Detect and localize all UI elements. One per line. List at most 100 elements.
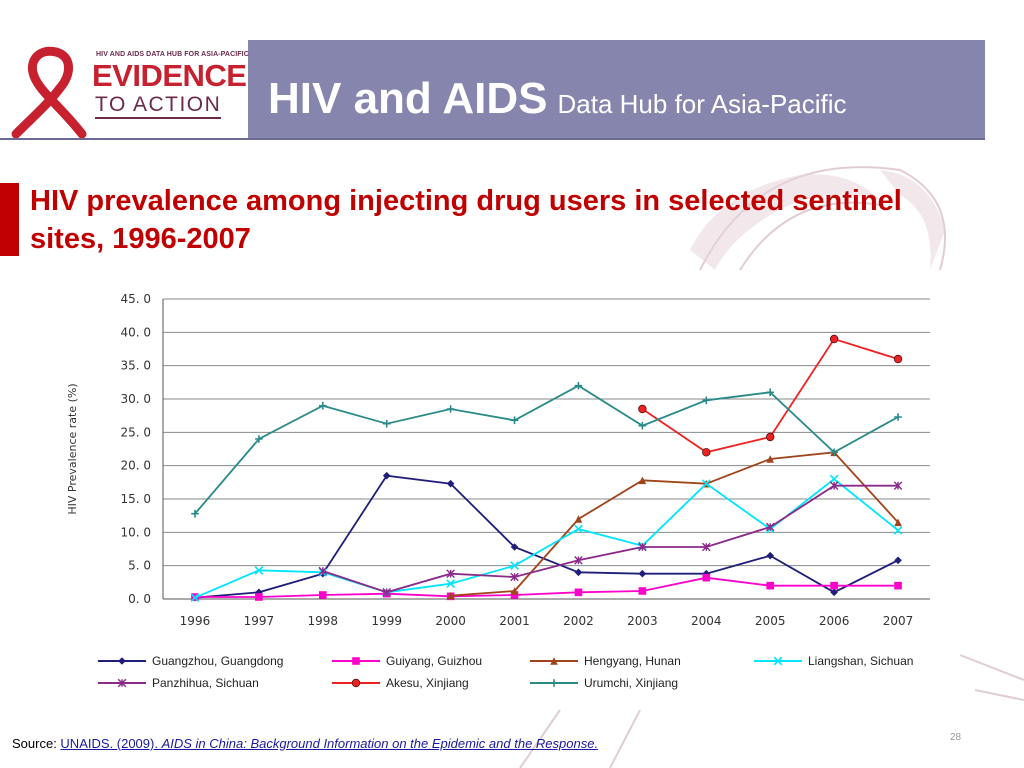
slide-title: HIV prevalence among injecting drug user… [30,185,902,255]
legend-label: Guiyang, Guizhou [386,654,482,668]
data-point [446,579,455,589]
data-point [255,593,263,601]
data-point [254,565,264,575]
data-point [574,381,583,390]
data-point [574,568,583,577]
legend-label: Liangshan, Sichuan [808,654,913,668]
x-tick-label: 2000 [435,614,466,628]
data-point [638,569,647,578]
legend-marker [550,657,558,665]
data-point [638,404,647,414]
legend-marker [351,678,361,688]
data-point [893,525,903,535]
x-tick-label: 1998 [308,614,339,628]
data-point [318,566,328,576]
y-tick-label: 40. 0 [120,325,151,339]
data-point [382,419,391,428]
data-point [829,334,839,344]
logo-evidence-text: EVIDENCE [92,58,247,93]
data-point [765,522,775,532]
y-tick-label: 0. 0 [128,592,151,606]
source-title[interactable]: AIDS in China: Background Information on… [161,736,599,751]
legend-marker [352,657,360,665]
data-point [766,388,775,397]
data-point [893,481,903,490]
data-point [510,591,519,599]
y-tick-label: 5. 0 [128,559,151,573]
series-line-2 [450,451,899,597]
data-point [766,432,775,442]
data-point [829,481,839,490]
series-line-4 [322,484,898,594]
data-point [191,509,199,518]
data-point [446,569,455,578]
series-line-0 [194,474,899,599]
logo-to-action-text: TO ACTION [95,94,222,119]
data-point [382,471,391,480]
legend-label: Akesu, Xinjiang [386,676,469,690]
x-tick-label: 1999 [371,614,402,628]
x-tick-label: 1996 [180,614,211,628]
y-tick-label: 30. 0 [120,392,151,406]
legend-marker [117,678,127,688]
data-point [893,354,903,364]
banner-title: HIV and AIDS Data Hub for Asia-Pacific [268,74,847,124]
data-point [446,591,455,600]
data-point [446,479,455,488]
legend-label: Guangzhou, Guangdong [152,654,283,668]
page-number: 28 [950,732,962,743]
data-point [318,591,327,599]
data-point [829,474,839,484]
y-tick-label: 35. 0 [120,359,151,373]
y-axis-label: HIV Prevalence rate (%) [66,383,79,514]
data-point [830,581,838,590]
logo-tagline: HIV AND AIDS DATA HUB FOR ASIA-PACIFIC [96,51,249,58]
data-point [574,524,583,534]
data-point [702,448,711,457]
x-tick-label: 2006 [819,614,850,628]
data-point [702,396,711,405]
data-point [701,542,711,552]
x-tick-label: 2004 [691,614,722,628]
data-point [702,573,711,582]
x-tick-label: 1997 [244,614,275,628]
data-point [190,593,200,603]
data-point [574,588,583,597]
banner-title-sub: Data Hub for Asia-Pacific [557,89,847,119]
data-point [894,413,902,421]
data-point [318,401,327,410]
data-point [638,542,647,552]
x-tick-label: 2003 [627,614,658,628]
source-link-text[interactable]: UNAIDS. (2009). [60,736,162,751]
y-tick-label: 25. 0 [120,425,151,439]
data-point [510,587,519,595]
data-point [701,479,711,489]
y-tick-label: 45. 0 [120,292,151,306]
source-label: Source: [12,736,61,751]
data-point [510,572,519,582]
series-line-1 [195,576,898,598]
x-tick-label: 2001 [499,614,530,628]
y-tick-label: 20. 0 [120,459,151,473]
data-point [382,588,392,597]
source-link[interactable]: UNAIDS. (2009). AIDS in China: Backgroun… [60,736,598,751]
legend-marker [550,679,558,687]
data-point [574,556,583,565]
legend-marker [118,657,126,665]
line-chart: 0. 0 5. 0 10. 0 15. 0 20. 0 25. 0 30. 0 35. 0 40… [66,292,930,690]
y-tick-label: 10. 0 [120,525,151,539]
data-point [830,588,838,597]
data-point [638,421,647,430]
data-point [446,405,455,413]
red-ribbon-icon [11,46,87,138]
series-line-6 [194,384,899,515]
data-point [830,448,838,457]
banner-title-main: HIV and AIDS [268,74,548,123]
data-point [638,476,647,485]
data-point [638,587,647,595]
x-tick-label: 2002 [563,614,594,628]
data-point [894,581,902,590]
legend-label: Hengyang, Hunan [584,654,681,668]
data-point [894,518,902,527]
y-tick-label: 15. 0 [120,492,151,506]
